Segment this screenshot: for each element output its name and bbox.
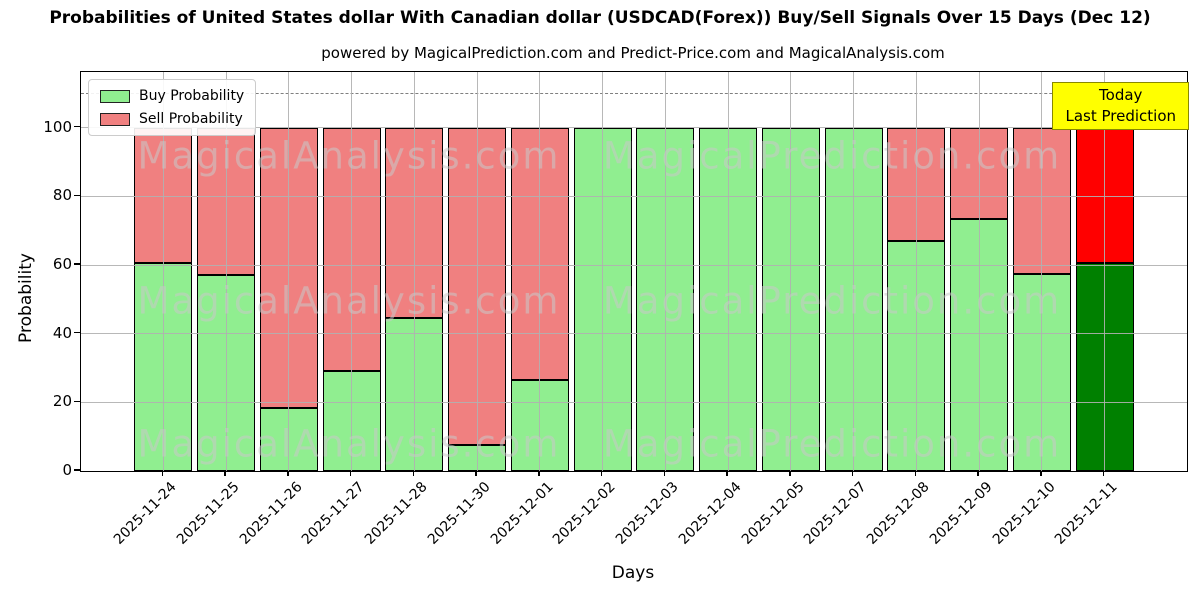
today-annotation: Today Last Prediction [1052,82,1189,130]
x-tick-mark [977,471,979,476]
watermark-magicalanalysis: MagicalAnalysis.com [137,422,561,466]
x-tick-label: 2025-11-30 [424,479,494,548]
watermark-magicalanalysis: MagicalAnalysis.com [137,279,561,323]
legend-entry-sell: Sell Probability [100,111,244,127]
y-tick-mark [74,194,80,197]
x-tick-mark [475,471,477,476]
watermark-magicalprediction: MagicalPrediction.com [602,134,1062,178]
x-tick-mark [600,471,603,476]
y-tick-mark [74,469,80,471]
vertical-gridline [602,72,604,471]
x-tick-mark [1040,471,1042,476]
x-tick-label: 2025-11-28 [361,479,431,548]
x-tick-mark [789,471,791,476]
x-tick-label: 2025-12-08 [863,479,933,548]
horizontal-gridline [81,333,1187,335]
x-tick-mark [224,471,226,476]
y-tick-label: 60 [52,255,72,274]
horizontal-gridline [81,127,1187,129]
x-tick-label: 2025-11-24 [110,479,180,548]
sell-probability-swatch [100,112,130,126]
y-tick-label: 100 [43,117,72,136]
horizontal-gridline [81,195,1187,197]
x-tick-mark [161,471,164,476]
x-tick-label: 2025-12-01 [487,479,557,548]
x-tick-mark [287,471,289,476]
vertical-gridline [727,72,729,471]
x-tick-mark [851,471,854,476]
x-tick-label: 2025-12-10 [989,479,1059,548]
x-tick-label: 2025-12-03 [612,479,682,548]
chart-title: Probabilities of United States dollar Wi… [49,8,1151,28]
x-tick-label: 2025-12-09 [926,479,996,548]
x-tick-mark [726,471,728,476]
dashed-reference-line [81,93,1187,95]
vertical-gridline [915,72,917,471]
x-tick-mark [412,471,415,476]
vertical-gridline [1041,72,1043,471]
x-tick-label: 2025-12-05 [738,479,808,548]
vertical-gridline [1104,72,1106,471]
watermark-magicalprediction: MagicalPrediction.com [602,422,1062,466]
y-tick-mark [74,125,80,128]
legend-entry-buy: Buy Probability [100,88,244,104]
chart-subtitle: powered by MagicalPrediction.com and Pre… [321,44,945,62]
x-tick-label: 2025-11-27 [299,479,368,548]
x-tick-label: 2025-12-04 [675,479,745,548]
y-tick-label: 80 [52,186,72,205]
watermark-magicalprediction: MagicalPrediction.com [602,279,1062,323]
x-tick-label: 2025-12-07 [801,479,870,548]
horizontal-gridline [81,264,1187,266]
vertical-gridline [539,72,541,471]
vertical-gridline [664,72,666,471]
vertical-gridline [162,72,164,471]
y-tick-label: 20 [52,392,72,411]
legend-sell-label: Sell Probability [139,111,243,127]
today-annotation-line1: Today [1099,86,1143,104]
y-tick-label: 40 [52,323,72,342]
y-tick-mark [74,400,80,403]
vertical-gridline [978,72,980,471]
x-tick-label: 2025-12-11 [1052,479,1121,548]
legend-buy-label: Buy Probability [139,88,245,104]
x-tick-mark [663,471,666,476]
y-tick-label: 0 [62,461,72,479]
y-tick-mark [74,263,80,265]
vertical-gridline [853,72,855,471]
today-annotation-line2: Last Prediction [1065,107,1176,125]
y-axis-label: Probability [16,253,36,343]
legend: Buy Probability Sell Probability [88,79,257,136]
x-tick-mark [349,471,352,476]
y-tick-mark [74,331,80,334]
vertical-gridline [288,72,290,471]
watermark-magicalanalysis: MagicalAnalysis.com [137,134,561,178]
x-tick-label: 2025-11-25 [173,479,243,548]
x-tick-mark [538,471,540,476]
horizontal-gridline [81,401,1187,403]
vertical-gridline [351,72,353,471]
x-tick-label: 2025-12-02 [550,479,619,548]
plot-area: Buy Probability Sell Probability Today L… [80,71,1189,472]
buy-probability-swatch [100,89,130,103]
vertical-gridline [225,72,227,471]
vertical-gridline [476,72,478,471]
x-tick-label: 2025-11-26 [236,479,306,548]
vertical-gridline [413,72,415,471]
x-tick-mark [914,471,917,476]
x-tick-mark [1102,471,1105,476]
x-axis-label: Days [611,563,655,583]
vertical-gridline [790,72,792,471]
